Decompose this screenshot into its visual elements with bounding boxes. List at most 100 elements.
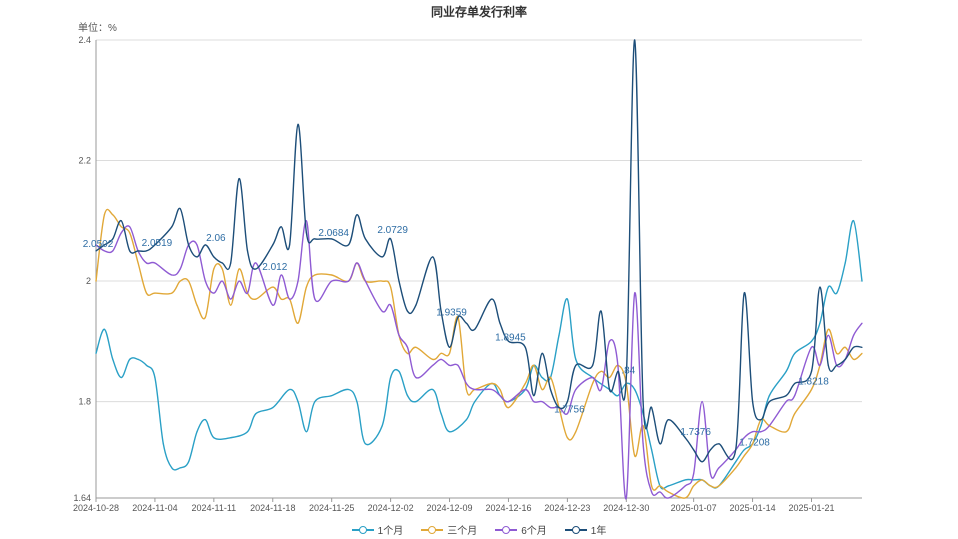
data-point <box>819 286 821 288</box>
data-point <box>558 334 560 336</box>
data-point <box>120 220 122 222</box>
data-point <box>810 340 813 342</box>
data-point <box>735 461 737 463</box>
data-point <box>819 322 821 324</box>
data-point <box>693 485 695 487</box>
data-point <box>255 262 257 264</box>
data-point <box>760 419 762 421</box>
data-point <box>305 431 307 433</box>
data-point <box>684 437 686 439</box>
data-point <box>549 388 552 391</box>
data-point <box>810 346 813 348</box>
data-point <box>743 449 745 451</box>
data-point <box>120 226 122 228</box>
legend-item-1[interactable]: 1个月 <box>351 522 403 537</box>
data-point <box>120 232 122 234</box>
data-point <box>794 413 796 415</box>
data-point <box>499 395 501 397</box>
data-point <box>794 382 796 385</box>
data-point <box>465 382 467 385</box>
data-point <box>810 370 813 372</box>
data-point <box>684 497 686 499</box>
data-point <box>541 352 543 354</box>
data-point <box>129 358 131 360</box>
data-point <box>145 292 148 294</box>
data-point <box>474 401 476 403</box>
data-label: 2.0684 <box>318 228 349 239</box>
data-point <box>280 226 282 228</box>
data-point <box>305 220 307 222</box>
data-point <box>204 316 206 318</box>
data-point <box>836 352 838 354</box>
data-point <box>709 473 712 475</box>
data-point <box>289 388 291 391</box>
data-point <box>566 401 569 403</box>
data-point <box>390 304 392 306</box>
data-point <box>179 268 181 270</box>
data-point <box>347 388 350 391</box>
data-point <box>145 364 148 366</box>
legend-swatch-icon <box>421 525 444 535</box>
data-point <box>541 388 543 391</box>
data-point <box>566 413 569 415</box>
data-point <box>112 250 114 252</box>
y-tick-label: 2.4 <box>78 35 91 45</box>
data-point <box>507 401 510 403</box>
data-point <box>625 376 627 379</box>
data-point <box>230 304 232 306</box>
data-point <box>188 461 190 463</box>
data-point <box>474 388 476 391</box>
data-point <box>314 401 316 403</box>
data-label: 1.8218 <box>798 376 829 387</box>
y-tick-label: 2.2 <box>78 156 91 166</box>
data-point <box>491 388 493 391</box>
data-point <box>196 431 198 433</box>
data-point <box>398 280 400 282</box>
data-point <box>785 431 787 433</box>
legend-item-2[interactable]: 三个月 <box>421 522 477 537</box>
data-point <box>457 364 459 366</box>
data-point <box>171 274 173 276</box>
data-point <box>154 376 156 379</box>
data-point <box>204 419 206 421</box>
data-point <box>221 268 223 270</box>
data-point <box>575 431 577 433</box>
x-tick-label: 2024-11-25 <box>309 503 354 513</box>
data-point <box>95 352 97 354</box>
data-point <box>154 244 156 246</box>
data-point <box>768 395 771 397</box>
data-point <box>785 395 787 397</box>
data-point <box>533 401 535 403</box>
data-point <box>356 262 358 264</box>
data-point <box>667 485 670 487</box>
data-point <box>659 443 661 445</box>
data-point <box>693 449 695 451</box>
data-point <box>617 370 619 372</box>
data-point <box>230 298 232 300</box>
data-point <box>213 256 215 258</box>
data-point <box>853 220 855 222</box>
x-tick-label: 2025-01-07 <box>671 503 717 513</box>
data-point <box>204 244 206 246</box>
data-point <box>524 388 526 391</box>
data-point <box>827 364 829 366</box>
data-point <box>406 346 409 348</box>
data-point <box>381 310 383 312</box>
legend-item-4[interactable]: 1年 <box>564 522 606 537</box>
data-point <box>188 244 190 246</box>
data-point <box>844 262 846 264</box>
data-point <box>415 304 417 306</box>
data-point <box>305 232 307 234</box>
data-point <box>415 376 417 379</box>
data-point <box>432 256 434 258</box>
data-point <box>331 274 333 276</box>
data-point <box>448 364 451 366</box>
data-point <box>246 250 249 252</box>
legend-item-3[interactable]: 6个月 <box>495 522 547 537</box>
axes: 1.64 1.8 2 2.2 2.4 2024-10-28 2024-11-04 2024-1… <box>73 35 862 513</box>
data-point <box>448 352 451 354</box>
data-point <box>600 370 602 372</box>
x-tick-label: 2024-12-23 <box>544 503 590 513</box>
x-tick-label: 2024-12-09 <box>427 503 473 513</box>
data-point <box>238 268 240 270</box>
